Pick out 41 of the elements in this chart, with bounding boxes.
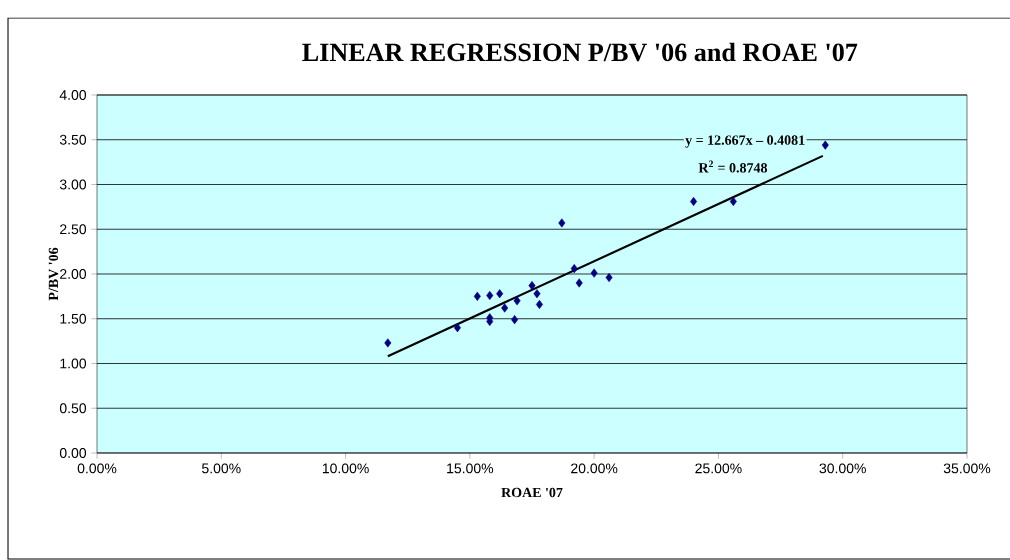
point [535,299,543,309]
point [453,323,461,333]
x-tick-label: 10.00% [322,463,369,474]
x-tick-label: 25.00% [695,463,742,474]
x-tick-label: 30.00% [819,463,866,474]
point [590,268,598,278]
annotation: y = 12.667x – 0.4081 [685,135,805,148]
x-tick-label: 5.00% [202,463,241,474]
point [821,140,829,150]
point [558,218,566,228]
point [384,338,392,348]
point [528,281,536,291]
y-axis-title: P/BV '06 [48,247,59,301]
point [473,291,481,301]
y-tick-label: 2.00 [60,269,87,279]
point [486,290,494,301]
point [501,303,509,313]
x-tick-label: 35.00% [943,463,991,474]
chart-title: LINEAR REGRESSION P/BV '06 and ROAE '07 [302,42,858,62]
y-tick-label: 1.00 [60,358,87,369]
x-tick-label: 15.00% [447,463,494,474]
y-tick-label: 0.00 [59,448,87,458]
point [570,264,578,274]
y-tick-label: 1.50 [60,313,87,324]
point [605,273,613,283]
point [690,196,698,207]
x-tick-label: 20.00% [571,463,618,474]
point [533,289,541,299]
point [496,289,504,299]
annotation: R$^{2}$ = 0.8748 [698,160,768,173]
y-tick-label: 0.50 [59,403,87,414]
y-tick-label: 2.50 [60,224,87,235]
point [511,315,519,325]
y-tick-label: 3.50 [59,134,87,145]
point [729,196,737,207]
y-tick-label: 4.00 [59,90,87,100]
x-axis-title: ROAE '07 [501,487,563,498]
point [575,278,583,288]
x-tick-label: 0.00% [77,463,117,474]
point [513,296,521,306]
y-tick-label: 3.00 [59,179,87,190]
